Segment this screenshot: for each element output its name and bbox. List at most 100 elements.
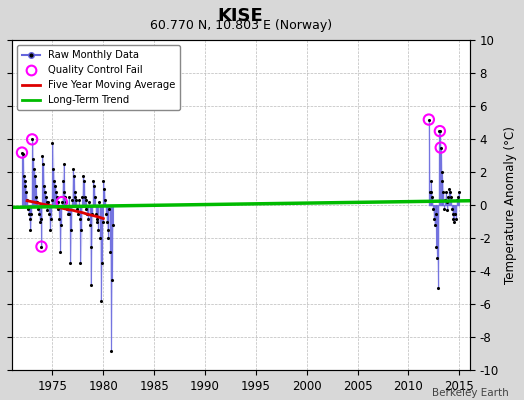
Point bbox=[61, 194, 69, 200]
Point bbox=[70, 172, 78, 179]
Point bbox=[452, 215, 460, 222]
Point bbox=[54, 206, 62, 212]
Point bbox=[80, 178, 88, 184]
Point bbox=[41, 194, 50, 200]
Point bbox=[103, 219, 111, 225]
Point bbox=[49, 166, 58, 172]
Point bbox=[56, 248, 64, 255]
Point bbox=[94, 227, 103, 233]
Point bbox=[104, 235, 113, 242]
Point bbox=[92, 210, 100, 217]
Point bbox=[428, 194, 436, 200]
Point bbox=[27, 210, 36, 217]
Point bbox=[62, 199, 70, 205]
Point bbox=[435, 128, 444, 134]
Point bbox=[446, 194, 455, 200]
Point bbox=[34, 206, 42, 212]
Point bbox=[37, 244, 46, 250]
Point bbox=[71, 194, 80, 200]
Point bbox=[436, 144, 445, 151]
Point bbox=[107, 347, 115, 354]
Point bbox=[63, 206, 71, 212]
Point bbox=[59, 178, 67, 184]
Point bbox=[454, 189, 463, 195]
Point bbox=[438, 178, 446, 184]
Point bbox=[28, 136, 36, 142]
Point bbox=[41, 189, 49, 195]
Point bbox=[85, 199, 93, 205]
Point bbox=[440, 206, 449, 212]
Point bbox=[90, 182, 98, 189]
Point bbox=[55, 215, 63, 222]
Point bbox=[43, 207, 51, 214]
Point bbox=[39, 161, 47, 167]
Point bbox=[51, 182, 59, 189]
Point bbox=[37, 215, 45, 222]
Point bbox=[30, 166, 38, 172]
Point bbox=[88, 210, 96, 217]
Point bbox=[63, 210, 72, 217]
Point bbox=[38, 153, 47, 159]
Point bbox=[68, 197, 76, 204]
Point bbox=[20, 178, 29, 184]
Point bbox=[44, 199, 52, 205]
Point bbox=[33, 199, 41, 205]
Point bbox=[93, 219, 102, 225]
Point bbox=[31, 182, 40, 189]
Text: Berkeley Earth: Berkeley Earth bbox=[432, 388, 508, 398]
Point bbox=[436, 144, 445, 151]
Point bbox=[95, 199, 103, 205]
Point bbox=[23, 197, 31, 204]
Point bbox=[64, 194, 73, 200]
Point bbox=[99, 178, 107, 184]
Point bbox=[97, 260, 106, 266]
Point bbox=[74, 197, 83, 204]
Point bbox=[89, 178, 97, 184]
Point bbox=[58, 199, 66, 205]
Point bbox=[25, 210, 33, 217]
Point bbox=[108, 222, 117, 228]
Point bbox=[21, 182, 29, 189]
Point bbox=[96, 298, 105, 304]
Point bbox=[78, 194, 86, 200]
Point bbox=[36, 219, 44, 225]
Point bbox=[81, 197, 90, 204]
Point bbox=[102, 210, 110, 217]
Point bbox=[101, 197, 109, 204]
Point bbox=[427, 178, 435, 184]
Point bbox=[105, 206, 114, 212]
Point bbox=[53, 199, 62, 205]
Point bbox=[443, 207, 452, 214]
Point bbox=[83, 210, 92, 217]
Point bbox=[435, 128, 444, 134]
Point bbox=[48, 140, 57, 146]
Point bbox=[447, 206, 456, 212]
Point bbox=[70, 189, 79, 195]
Point bbox=[35, 210, 43, 217]
Point bbox=[96, 235, 104, 242]
Point bbox=[450, 219, 458, 225]
Point bbox=[58, 199, 66, 205]
Point bbox=[86, 281, 95, 288]
Point bbox=[431, 222, 439, 228]
Point bbox=[88, 244, 96, 250]
Point bbox=[73, 206, 81, 212]
Point bbox=[40, 182, 48, 189]
Point bbox=[26, 227, 35, 233]
Point bbox=[439, 189, 447, 195]
Point bbox=[22, 189, 30, 195]
Point bbox=[18, 149, 26, 156]
Point bbox=[24, 206, 32, 212]
Point bbox=[433, 255, 442, 261]
Point bbox=[37, 244, 46, 250]
Point bbox=[30, 172, 39, 179]
Point bbox=[67, 227, 75, 233]
Point bbox=[444, 194, 453, 200]
Text: 60.770 N, 10.803 E (Norway): 60.770 N, 10.803 E (Norway) bbox=[150, 19, 332, 32]
Point bbox=[446, 189, 454, 195]
Point bbox=[431, 210, 440, 217]
Point bbox=[74, 210, 82, 217]
Point bbox=[91, 194, 99, 200]
Point bbox=[453, 197, 461, 204]
Point bbox=[438, 169, 446, 176]
